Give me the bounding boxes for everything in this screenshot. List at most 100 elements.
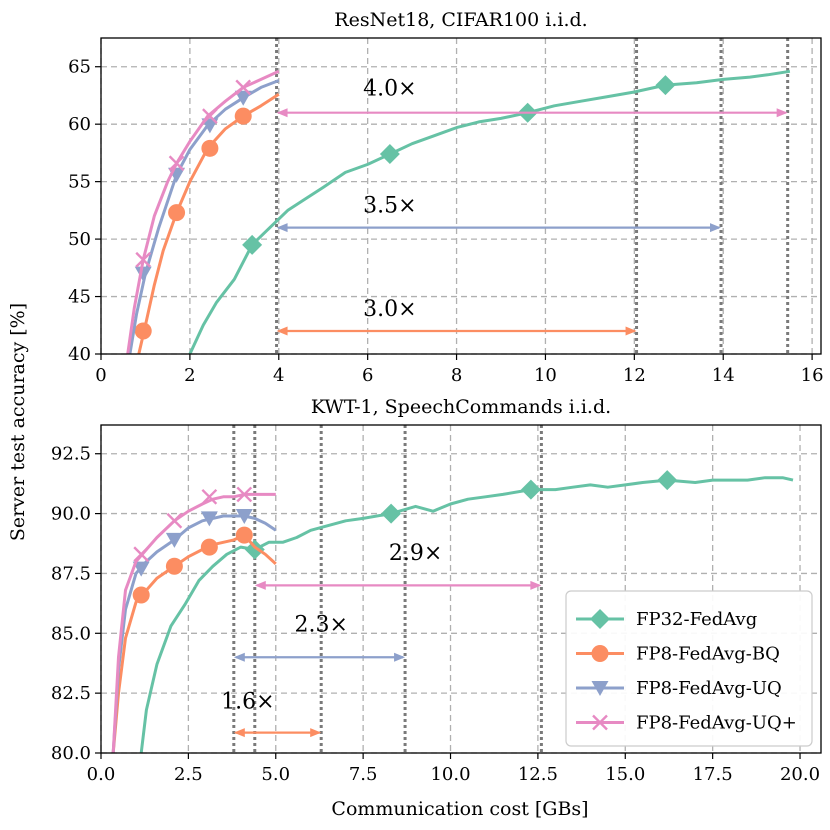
x-tick-label: 12: [623, 365, 646, 386]
x-tick-label: 5.0: [261, 764, 290, 785]
x-tick-label: 16: [801, 365, 824, 386]
panel-1: ResNet18, CIFAR100 i.i.d. 0 2 4 6 8 10 12 14 16 40…: [68, 9, 823, 386]
speedup-arrow-head: [776, 108, 788, 118]
speedup-arrow-head: [276, 223, 288, 233]
x-tick-label: 12.5: [518, 764, 558, 785]
speedup-arrow-head: [625, 326, 637, 336]
legend-swatch-marker: [591, 681, 609, 696]
x-tick-label: 14: [712, 365, 735, 386]
speedup-label: 3.5×: [363, 194, 416, 219]
series-marker-3: [202, 108, 218, 124]
legend-swatch-marker: [590, 609, 610, 629]
y-tick-label: 85.0: [51, 623, 91, 644]
series-marker-1: [165, 557, 183, 575]
series-marker-0: [242, 234, 263, 255]
speedup-label: 2.3×: [294, 613, 347, 638]
series-marker-2: [165, 532, 183, 548]
speedup-arrow-head: [310, 728, 322, 738]
series-marker-2: [200, 511, 218, 527]
series-marker-0: [244, 539, 265, 560]
series-marker-0: [520, 479, 541, 500]
series-marker-0: [381, 503, 402, 524]
series-marker-3: [201, 488, 218, 505]
series-line-0: [139, 476, 794, 753]
legend-item: FP8-FedAvg-UQ: [576, 678, 782, 699]
speedup-arrow-head: [710, 223, 721, 233]
series-marker-1: [200, 538, 218, 556]
series-marker-1: [134, 322, 152, 340]
speedup-label: 1.6×: [221, 689, 274, 714]
panel-2-title: KWT-1, SpeechCommands i.i.d.: [311, 396, 611, 418]
legend: FP32-FedAvg FP8-FedAvg-BQ FP8-FedAvg-UQ FP8…: [565, 590, 813, 747]
series-marker-3: [168, 155, 185, 172]
series-marker-1: [201, 139, 219, 157]
speedup-arrow-head: [254, 580, 266, 590]
series-marker-2: [234, 90, 252, 106]
legend-box: [565, 590, 813, 747]
series-line-3: [111, 492, 276, 753]
y-tick-label: 40: [68, 344, 91, 365]
x-tick-label: 15.0: [605, 764, 645, 785]
legend-label: FP8-FedAvg-UQ: [636, 678, 782, 699]
speedup-arrow-head: [276, 108, 288, 118]
legend-item: FP8-FedAvg-BQ: [576, 644, 780, 665]
panel-2-data: [111, 425, 794, 753]
plots: ResNet18, CIFAR100 i.i.d. 0 2 4 6 8 10 12 14 16 40…: [51, 9, 824, 785]
speedup-label: 3.0×: [363, 297, 416, 322]
x-tick-label: 2: [184, 365, 195, 386]
series-marker-2: [235, 508, 253, 524]
x-tick-label: 10.0: [430, 764, 470, 785]
y-tick-label: 92.5: [51, 444, 91, 465]
panel-2-frame: [100, 424, 822, 754]
x-tick-label: 17.5: [693, 764, 733, 785]
series-marker-2: [134, 266, 152, 282]
series-marker-3: [135, 251, 152, 268]
series-marker-0: [657, 470, 678, 491]
x-tick-label: 6: [362, 365, 373, 386]
x-tick-label: 20.0: [780, 764, 820, 785]
series-marker-3: [235, 79, 252, 96]
x-tick-label: 7.5: [349, 764, 378, 785]
x-tick-label: 8: [451, 365, 462, 386]
y-tick-label: 55: [68, 172, 91, 193]
series-marker-0: [655, 75, 676, 96]
panel-1-grid: [100, 38, 821, 355]
speedup-arrow-head: [233, 728, 245, 738]
series-line-3: [126, 69, 280, 354]
panel-1-data: [126, 38, 791, 354]
y-tick-label: 90.0: [51, 504, 91, 525]
legend-swatch-marker: [591, 645, 609, 662]
legend-label: FP32-FedAvg: [636, 609, 757, 630]
speedup-arrow-head: [394, 652, 406, 662]
series-marker-3: [166, 512, 183, 529]
x-tick-label: 0.0: [87, 764, 116, 785]
y-tick-label: 87.5: [51, 563, 91, 584]
speedup-arrow-head: [530, 580, 542, 590]
speedup-arrow-head: [233, 652, 245, 662]
x-tick-label: 2.5: [174, 764, 203, 785]
series-marker-0: [379, 144, 400, 165]
series-marker-3: [133, 546, 150, 563]
series-marker-2: [132, 561, 150, 577]
speedup-label: 4.0×: [363, 76, 416, 101]
y-tick-label: 82.5: [51, 683, 91, 704]
legend-label: FP8-FedAvg-UQ+: [636, 713, 797, 734]
series-marker-1: [132, 586, 150, 604]
x-tick-label: 4: [273, 365, 284, 386]
series-line-0: [188, 69, 791, 354]
series-marker-3: [236, 486, 253, 503]
speedup-arrow-head: [276, 326, 288, 336]
y-tick-label: 65: [68, 57, 91, 78]
series-line-2: [111, 514, 277, 753]
legend-item: FP32-FedAvg: [576, 609, 757, 630]
series-marker-1: [168, 204, 186, 222]
panel-1-title: ResNet18, CIFAR100 i.i.d.: [334, 9, 587, 31]
legend-item: FP8-FedAvg-UQ+: [576, 713, 797, 734]
y-tick-label: 45: [68, 287, 91, 308]
y-tick-label: 60: [68, 114, 91, 135]
y-axis-label: Server test accuracy [%]: [7, 303, 29, 541]
x-tick-label: 10: [534, 365, 557, 386]
x-tick-label: 0: [95, 365, 106, 386]
panel-1-frame: [100, 37, 822, 355]
legend-swatch-marker: [592, 714, 608, 731]
